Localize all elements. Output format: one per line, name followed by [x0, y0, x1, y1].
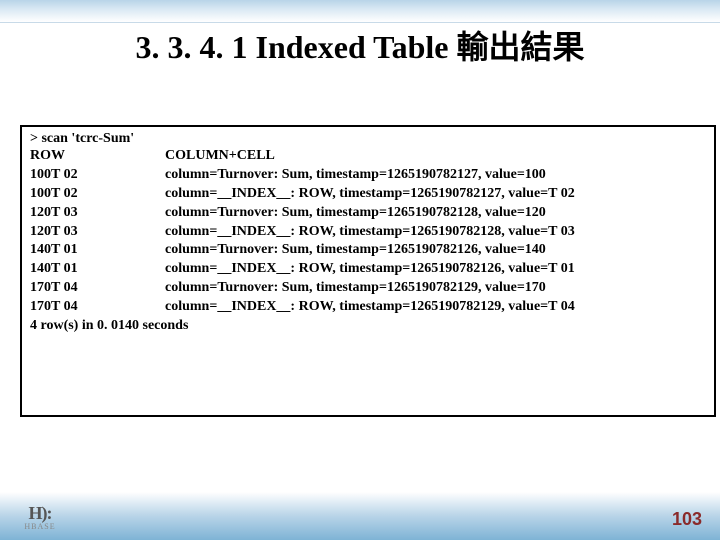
row-key: 170T 04 — [30, 298, 165, 317]
output-line: 120T 03column=__INDEX__: ROW, timestamp=… — [30, 223, 706, 242]
output-footer: 4 row(s) in 0. 0140 seconds — [30, 317, 706, 336]
row-key: 100T 02 — [30, 185, 165, 204]
row-value: column=Turnover: Sum, timestamp=12651907… — [165, 205, 546, 220]
row-value: column=__INDEX__: ROW, timestamp=1265190… — [165, 261, 575, 276]
hbase-logo: H): HBASE — [12, 500, 68, 534]
row-key: 120T 03 — [30, 204, 165, 223]
slide-title: 3. 3. 4. 1 Indexed Table 輸出結果 — [0, 22, 720, 68]
header-row: ROW — [30, 147, 165, 166]
output-header: ROWCOLUMN+CELL — [30, 147, 706, 166]
logo-bottom-text: HBASE — [24, 522, 55, 531]
row-value: column=__INDEX__: ROW, timestamp=1265190… — [165, 186, 575, 201]
header-col: COLUMN+CELL — [165, 148, 275, 163]
row-value: column=Turnover: Sum, timestamp=12651907… — [165, 280, 546, 295]
output-line: 140T 01column=__INDEX__: ROW, timestamp=… — [30, 260, 706, 279]
row-key: 120T 03 — [30, 223, 165, 242]
output-line: 170T 04column=__INDEX__: ROW, timestamp=… — [30, 298, 706, 317]
row-value: column=__INDEX__: ROW, timestamp=1265190… — [165, 299, 575, 314]
logo-top-text: H): — [29, 504, 52, 522]
output-box: > scan 'tcrc-Sum' ROWCOLUMN+CELL 100T 02… — [20, 125, 716, 417]
scan-command: > scan 'tcrc-Sum' — [30, 131, 706, 147]
row-key: 170T 04 — [30, 279, 165, 298]
output-line: 170T 04column=Turnover: Sum, timestamp=1… — [30, 279, 706, 298]
page-number: 103 — [672, 509, 702, 530]
row-key: 100T 02 — [30, 166, 165, 185]
output-line: 100T 02column=Turnover: Sum, timestamp=1… — [30, 166, 706, 185]
row-value: column=Turnover: Sum, timestamp=12651907… — [165, 242, 546, 257]
row-key: 140T 01 — [30, 241, 165, 260]
output-line: 100T 02column=__INDEX__: ROW, timestamp=… — [30, 185, 706, 204]
top-wave-decoration — [0, 0, 720, 23]
output-line: 120T 03column=Turnover: Sum, timestamp=1… — [30, 204, 706, 223]
output-line: 140T 01column=Turnover: Sum, timestamp=1… — [30, 241, 706, 260]
row-key: 140T 01 — [30, 260, 165, 279]
bottom-wave-decoration — [0, 492, 720, 540]
row-value: column=__INDEX__: ROW, timestamp=1265190… — [165, 224, 575, 239]
row-value: column=Turnover: Sum, timestamp=12651907… — [165, 167, 546, 182]
